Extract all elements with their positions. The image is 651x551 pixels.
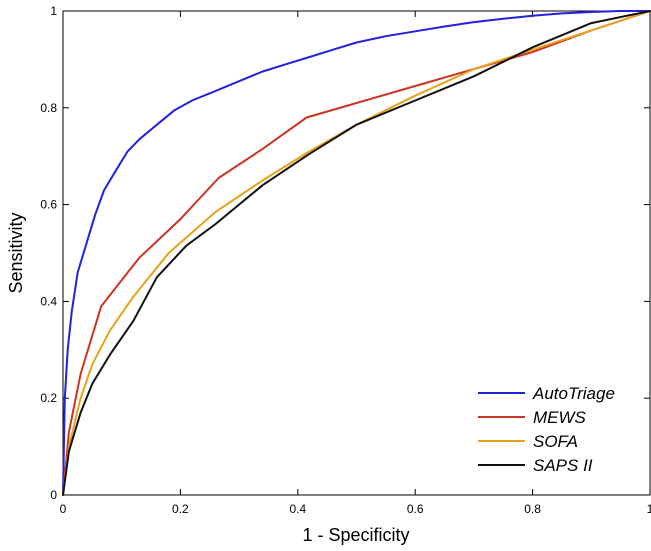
series-layer	[62, 10, 651, 496]
x-axis-ticks: 0 0.2 0.4 0.6 0.8 1	[60, 11, 651, 516]
y-tick-label: 0.8	[40, 101, 57, 115]
y-tick-label: 0.6	[40, 198, 57, 212]
x-tick-label: 0.6	[407, 502, 424, 516]
x-axis-label: 1 - Specificity	[302, 525, 409, 545]
y-tick-label: 0.2	[40, 391, 57, 405]
y-tick-label: 0	[50, 488, 57, 502]
y-axis-label: Sensitivity	[6, 212, 26, 293]
legend-label-saps-ii: SAPS II	[533, 456, 593, 475]
legend-label-sofa: SOFA	[533, 432, 578, 451]
x-tick-label: 1	[647, 502, 651, 516]
legend: AutoTriage MEWS SOFA SAPS II	[478, 384, 615, 475]
series-line-saps-ii	[62, 10, 651, 496]
x-tick-label: 0.4	[289, 502, 306, 516]
plot-border	[62, 10, 651, 496]
series-line-sofa	[62, 10, 651, 496]
x-tick-label: 0.2	[172, 502, 189, 516]
y-tick-label: 0.4	[40, 294, 57, 308]
y-axis-ticks: 0 0.2 0.4 0.6 0.8 1	[40, 4, 650, 502]
x-tick-label: 0.8	[524, 502, 541, 516]
x-tick-label: 0	[60, 502, 67, 516]
plot-frame	[62, 10, 651, 496]
legend-label-mews: MEWS	[533, 408, 587, 427]
series-line-autotriage	[62, 10, 651, 496]
y-tick-label: 1	[50, 4, 57, 18]
legend-label-autotriage: AutoTriage	[532, 384, 615, 403]
